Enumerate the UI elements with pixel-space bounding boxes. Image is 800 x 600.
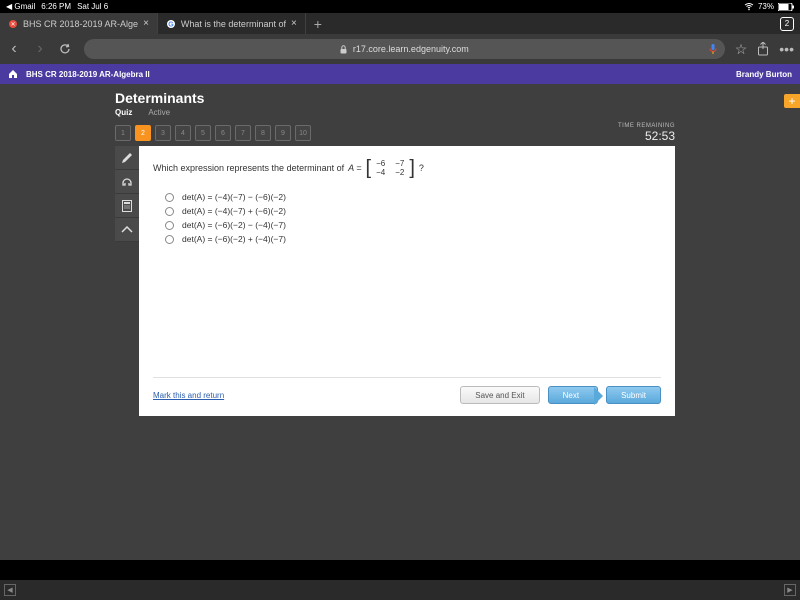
answer-choices: det(A) = (−4)(−7) − (−6)(−2) det(A) = (−4… [165,190,661,246]
tab-favicon-icon: ✕ [8,19,18,29]
share-icon[interactable] [757,42,769,56]
quiz-title: Determinants [115,90,675,106]
audio-tool-icon[interactable] [115,170,139,194]
course-title: BHS CR 2018-2019 AR-Algebra II [26,70,150,79]
question-nav: 12345678910 [115,125,311,141]
collapse-tool-icon[interactable] [115,218,139,242]
active-label: Active [148,108,170,117]
tray-prev-icon[interactable]: ◀ [4,584,16,596]
back-to-app[interactable]: ◀ Gmail [6,2,35,11]
course-header: BHS CR 2018-2019 AR-Algebra II Brandy Bu… [0,64,800,84]
browser-tabstrip: ✕ BHS CR 2018-2019 AR-Alge × G What is the d… [0,13,800,34]
answer-choice[interactable]: det(A) = (−6)(−2) − (−4)(−7) [165,218,661,232]
choice-text: det(A) = (−6)(−2) + (−4)(−7) [182,234,286,244]
browser-toolbar: ‹ › r17.core.learn.edgenuity.com ☆ ••• [0,34,800,64]
back-button[interactable]: ‹ [6,40,22,58]
quiz-label: Quiz [115,108,132,117]
tab-favicon-icon: G [166,19,176,29]
tab-title: What is the determinant of [181,19,286,29]
more-icon[interactable]: ••• [779,41,794,57]
question-number[interactable]: 10 [295,125,311,141]
radio-icon[interactable] [165,221,174,230]
forward-button[interactable]: › [32,40,48,58]
save-exit-button[interactable]: Save and Exit [460,386,539,404]
tab-title: BHS CR 2018-2019 AR-Alge [23,19,138,29]
tab-close-icon[interactable]: × [143,18,149,29]
browser-tab[interactable]: ✕ BHS CR 2018-2019 AR-Alge × [0,13,158,34]
question-stem: Which expression represents the determin… [153,158,661,184]
question-number[interactable]: 5 [195,125,211,141]
add-button[interactable]: + [784,94,800,108]
question-number[interactable]: 7 [235,125,251,141]
device-status-bar: ◀ Gmail 6:26 PM Sat Jul 6 73% [0,0,800,13]
url-text: r17.core.learn.edgenuity.com [353,44,469,54]
wifi-icon [744,3,754,11]
tray-next-icon[interactable]: ▶ [784,584,796,596]
tab-count-button[interactable]: 2 [780,17,794,31]
timer-value: 52:53 [618,129,675,143]
mark-return-link[interactable]: Mark this and return [153,391,224,400]
question-number[interactable]: 6 [215,125,231,141]
answer-choice[interactable]: det(A) = (−6)(−2) + (−4)(−7) [165,232,661,246]
svg-text:G: G [168,21,174,28]
quiz-page: + Determinants Quiz Active 12345678910 T… [0,84,800,560]
status-date: Sat Jul 6 [77,2,108,11]
lock-icon [340,45,347,54]
calculator-tool-icon[interactable] [115,194,139,218]
question-number[interactable]: 9 [275,125,291,141]
reload-button[interactable] [58,42,74,56]
answer-choice[interactable]: det(A) = (−4)(−7) + (−6)(−2) [165,204,661,218]
choice-text: det(A) = (−4)(−7) + (−6)(−2) [182,206,286,216]
matrix-display: [ −6−7−4−2 ] [366,158,415,178]
radio-icon[interactable] [165,235,174,244]
battery-icon [778,3,794,11]
home-icon[interactable] [8,69,18,79]
question-card: Which expression represents the determin… [139,146,675,416]
url-bar[interactable]: r17.core.learn.edgenuity.com [84,39,725,59]
question-number[interactable]: 3 [155,125,171,141]
choice-text: det(A) = (−4)(−7) − (−6)(−2) [182,192,286,202]
bookmark-icon[interactable]: ☆ [735,41,748,58]
tool-rail [115,146,139,242]
status-time: 6:26 PM [41,2,71,11]
submit-button[interactable]: Submit [606,386,661,404]
question-number[interactable]: 4 [175,125,191,141]
question-number[interactable]: 2 [135,125,151,141]
new-tab-button[interactable]: + [306,13,330,34]
pencil-tool-icon[interactable] [115,146,139,170]
tab-close-icon[interactable]: × [291,18,297,29]
voice-search-icon[interactable] [709,44,717,55]
svg-text:✕: ✕ [10,22,15,28]
next-button[interactable]: Next [548,386,598,404]
choice-text: det(A) = (−6)(−2) − (−4)(−7) [182,220,286,230]
radio-icon[interactable] [165,207,174,216]
question-number[interactable]: 1 [115,125,131,141]
answer-choice[interactable]: det(A) = (−4)(−7) − (−6)(−2) [165,190,661,204]
bottom-tray: ◀ ▶ [0,580,800,600]
battery-pct: 73% [758,2,774,11]
user-name[interactable]: Brandy Burton [736,70,792,79]
browser-tab[interactable]: G What is the determinant of × [158,13,306,34]
radio-icon[interactable] [165,193,174,202]
question-number[interactable]: 8 [255,125,271,141]
